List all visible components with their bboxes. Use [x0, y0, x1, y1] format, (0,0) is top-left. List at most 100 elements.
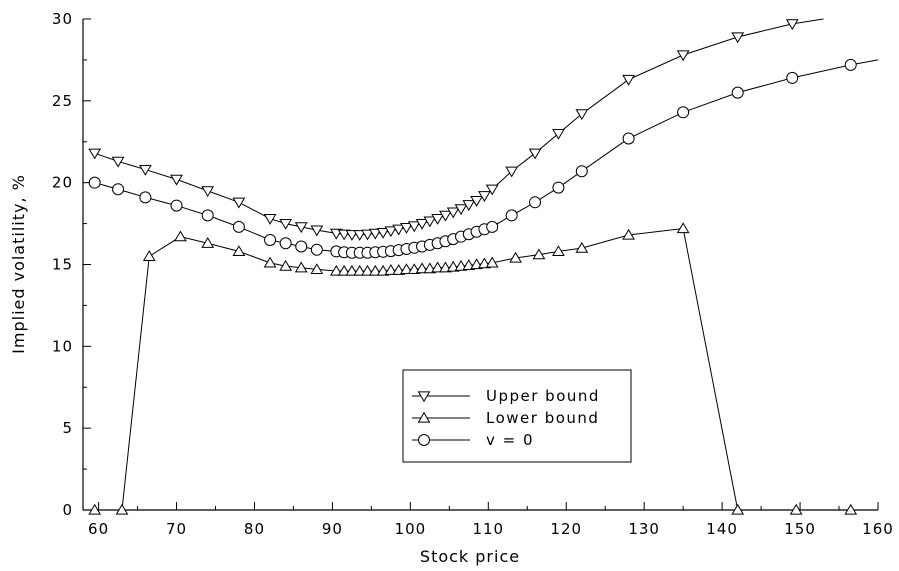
data-point	[485, 256, 499, 268]
data-point	[431, 261, 445, 273]
y-tick-label: 15	[52, 256, 73, 274]
data-point	[731, 32, 745, 44]
data-point	[361, 264, 374, 276]
data-point	[731, 86, 744, 99]
data-point	[353, 230, 367, 241]
data-point	[392, 224, 406, 236]
data-point	[622, 228, 635, 240]
series-lower-bound	[88, 222, 858, 515]
legend-label: v = 0	[486, 431, 534, 449]
data-point	[844, 58, 857, 71]
legend-label: Lower bound	[486, 409, 599, 427]
y-tick-label: 20	[52, 174, 73, 192]
data-point	[232, 220, 245, 233]
data-point	[353, 264, 367, 276]
data-point	[232, 245, 246, 257]
x-tick-label: 160	[862, 520, 894, 538]
data-point	[279, 259, 293, 271]
data-point	[575, 165, 588, 178]
data-point	[345, 230, 359, 241]
data-point	[88, 148, 102, 160]
data-point	[88, 176, 101, 189]
data-point	[201, 237, 215, 248]
data-point	[415, 218, 429, 230]
data-point	[337, 264, 351, 276]
data-point	[294, 222, 308, 234]
data-point	[485, 184, 499, 196]
legend-item: Upper bound	[412, 387, 600, 405]
data-point	[295, 240, 308, 253]
data-point	[622, 132, 635, 145]
data-point	[139, 191, 152, 204]
legend-label: Upper bound	[486, 387, 600, 405]
data-point	[400, 223, 413, 234]
data-point	[415, 262, 429, 274]
data-point	[731, 503, 745, 515]
data-point	[170, 174, 183, 186]
x-axis-title: Stock price	[420, 547, 520, 566]
data-point	[431, 214, 445, 225]
data-point	[844, 503, 858, 515]
data-point	[407, 221, 421, 233]
data-point	[263, 214, 277, 225]
data-point	[470, 196, 483, 207]
data-point	[505, 209, 518, 222]
x-tick-label: 90	[322, 520, 343, 538]
data-point	[201, 186, 215, 198]
data-point	[622, 74, 635, 86]
data-point	[112, 183, 125, 196]
data-point	[789, 503, 803, 515]
data-point	[478, 191, 491, 202]
data-point	[486, 220, 499, 233]
data-point	[384, 226, 398, 238]
data-point	[111, 156, 125, 168]
x-tick-label: 130	[628, 520, 660, 538]
data-point	[337, 229, 351, 241]
series-line	[94, 227, 851, 511]
x-tick-label: 100	[395, 520, 427, 538]
data-point	[279, 237, 292, 250]
x-tick-label: 70	[166, 520, 187, 538]
data-point	[509, 251, 522, 263]
y-tick-label: 10	[52, 337, 73, 355]
x-tick-label: 150	[784, 520, 816, 538]
data-point	[676, 50, 690, 62]
legend: Upper bound Lower bound v = 0	[402, 369, 632, 463]
data-point	[329, 264, 343, 276]
y-tick-label: 0	[62, 501, 73, 519]
data-point	[400, 263, 413, 275]
data-point	[263, 256, 277, 268]
data-point	[446, 207, 460, 219]
data-point	[115, 503, 129, 515]
data-point	[310, 263, 324, 275]
y-tick-label: 25	[52, 92, 73, 110]
data-point	[310, 225, 324, 237]
data-point	[376, 227, 390, 239]
data-point	[384, 264, 398, 275]
data-point	[439, 210, 452, 222]
data-point	[552, 128, 565, 140]
y-axis-title: Implied volatility, %	[9, 174, 28, 354]
data-point	[505, 166, 519, 178]
data-point	[786, 71, 799, 84]
legend-marker	[418, 434, 430, 446]
data-point	[368, 228, 382, 240]
data-point	[310, 243, 323, 256]
legend-marker	[417, 411, 431, 423]
series-v-0	[88, 58, 879, 259]
legend-item: Lower bound	[412, 409, 599, 427]
data-point	[575, 241, 589, 253]
data-point	[677, 106, 690, 119]
data-point	[138, 164, 152, 176]
data-point	[361, 229, 374, 241]
data-point	[454, 204, 468, 216]
y-tick-label: 30	[52, 10, 73, 28]
data-point	[423, 216, 437, 228]
x-tick-label: 140	[706, 520, 738, 538]
data-point	[785, 19, 799, 31]
data-point	[529, 196, 542, 209]
y-tick-label: 5	[62, 419, 73, 437]
data-point	[170, 199, 183, 212]
legend-item: v = 0	[412, 431, 534, 449]
